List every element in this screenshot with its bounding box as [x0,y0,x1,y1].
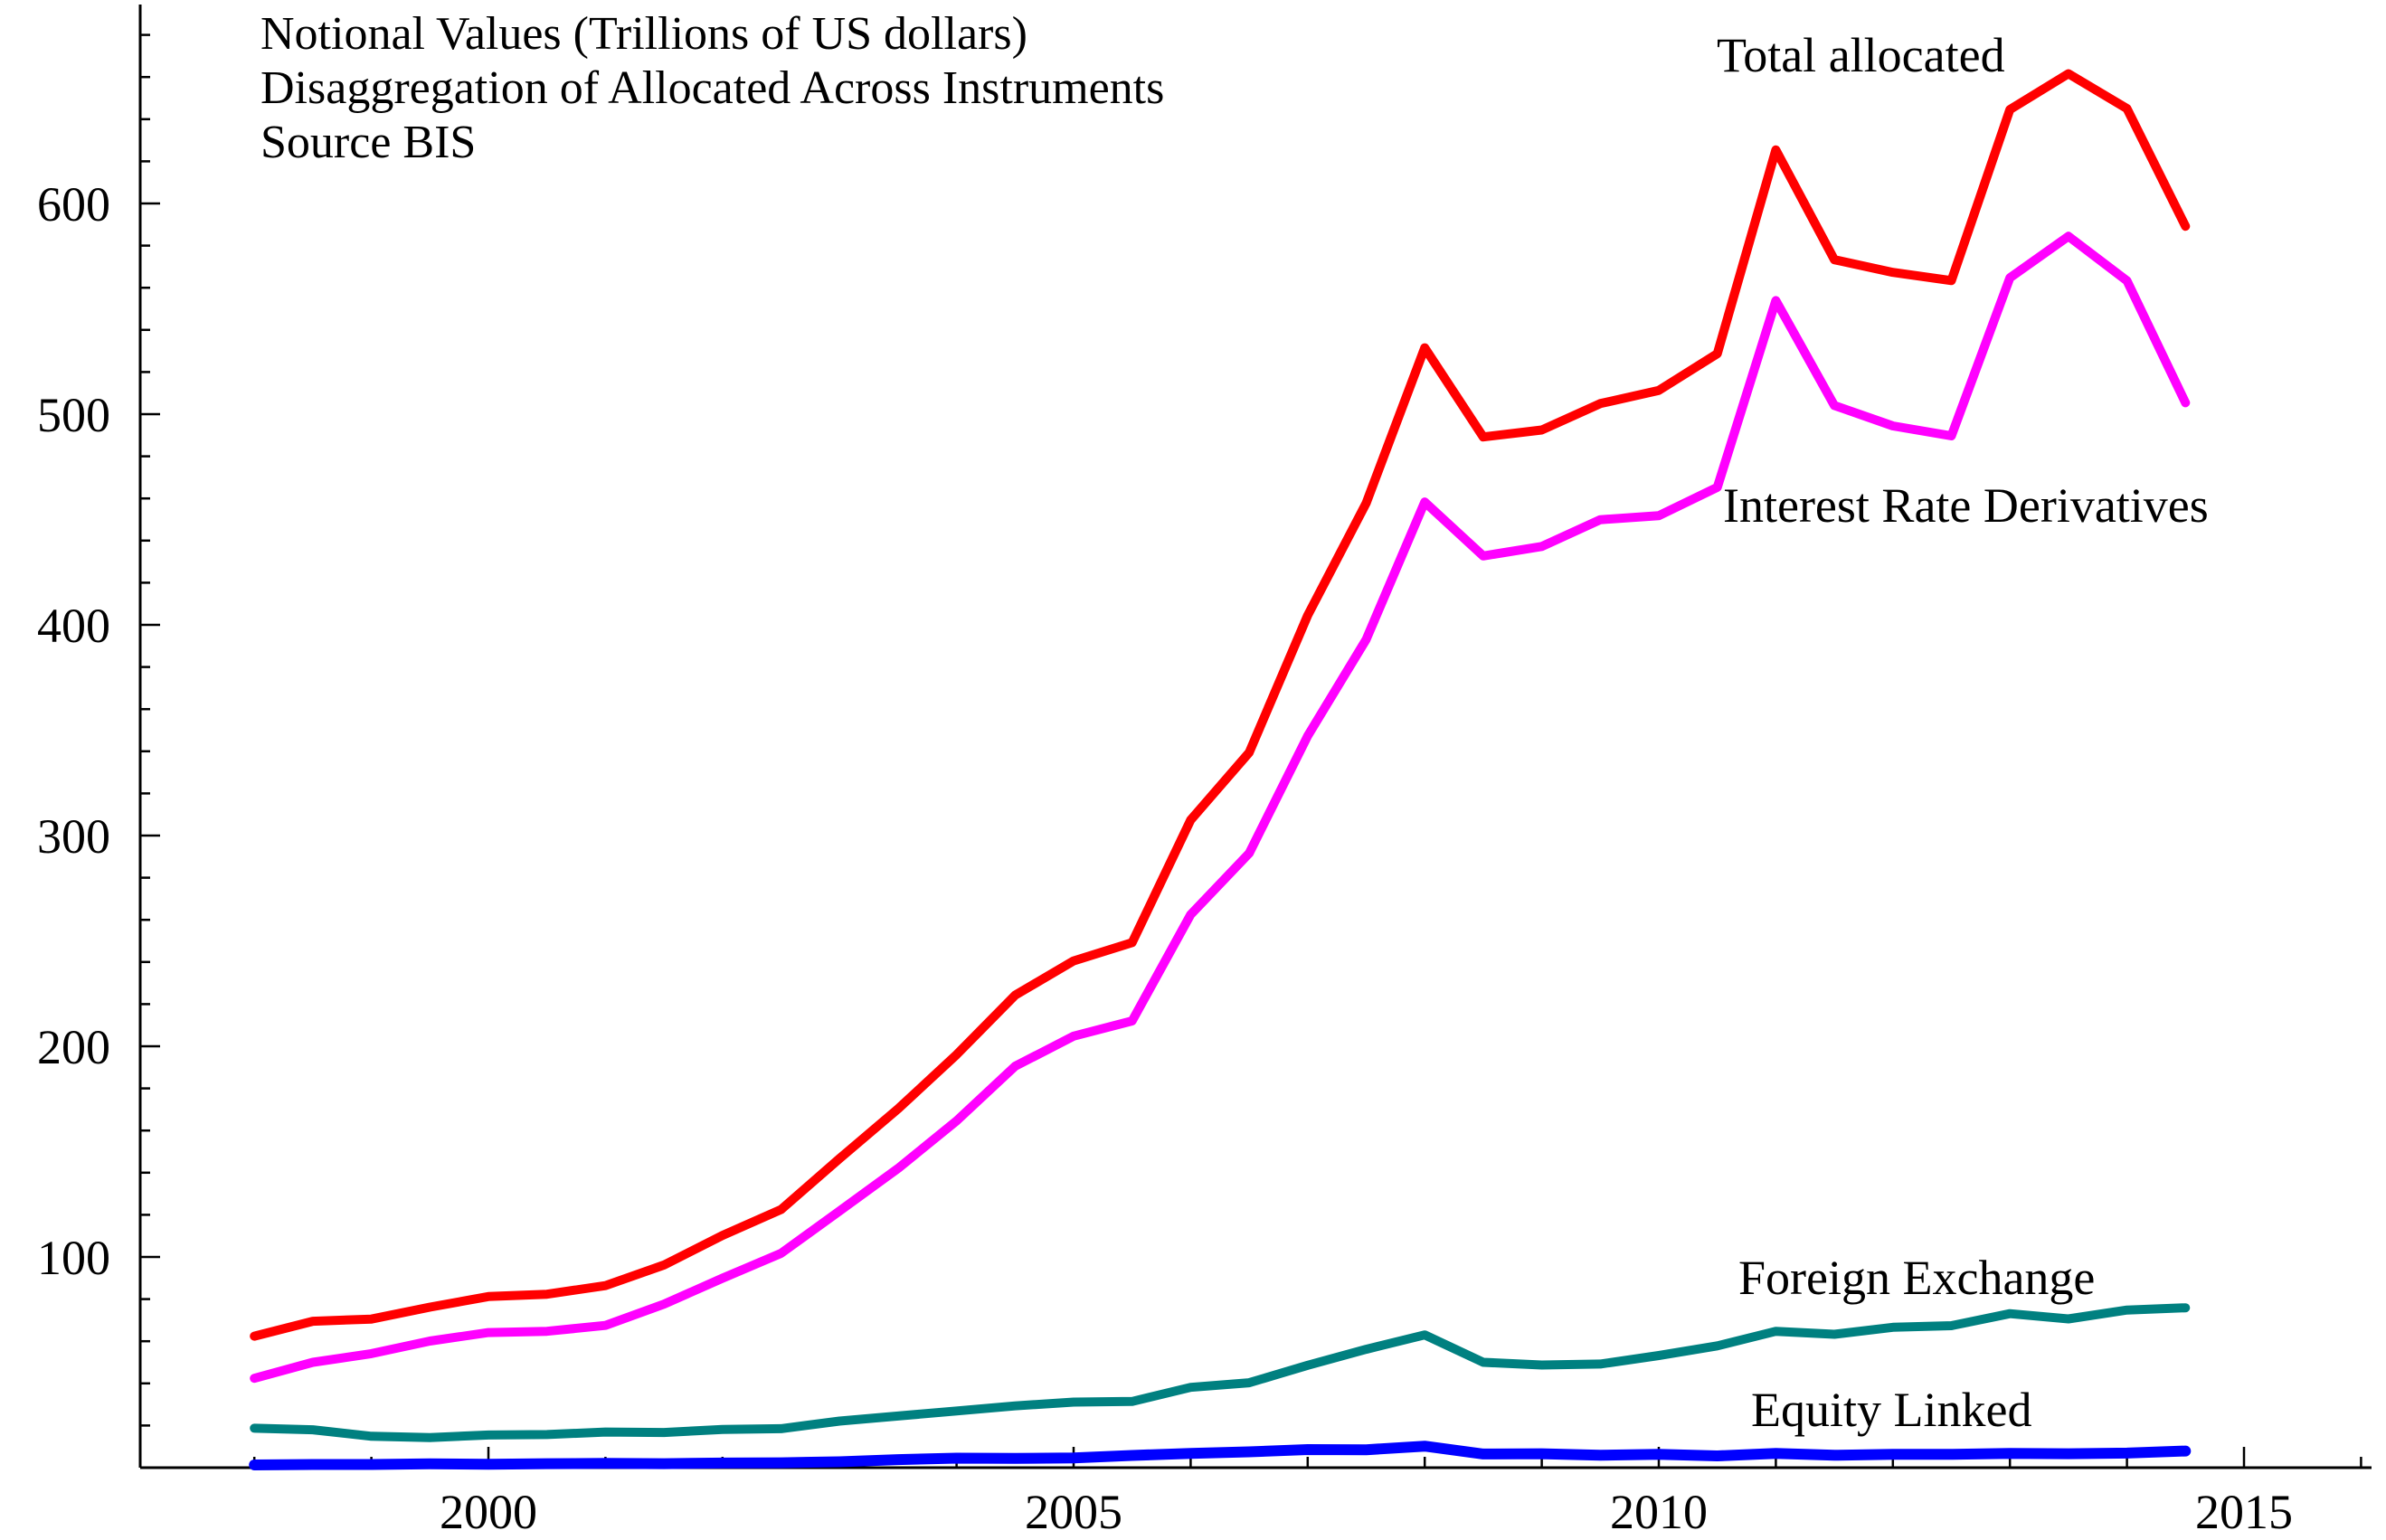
chart-title-line3: Source BIS [260,117,477,168]
axis-tick-label: 300 [37,809,110,864]
axis-tick-label: 500 [37,388,110,442]
series-line-foreign-exchange [250,1303,2191,1442]
chart-title: Notional Values (Trillions of US dollars… [260,7,1164,170]
axis-tick-label: 2015 [2195,1485,2293,1539]
axis-tick-label: 2000 [440,1485,537,1539]
axis-tick-label: 2005 [1025,1485,1122,1539]
chart-title-line1: Notional Values (Trillions of US dollars… [260,8,1027,60]
series-line-equity-linked [249,1441,2192,1470]
series-label-total-allocated: Total allocated [1717,28,2005,82]
axis-tick-label: 600 [37,177,110,231]
series-label-foreign-exchange: Foreign Exchange [1738,1251,2096,1305]
axis-tick-label: 2010 [1610,1485,1708,1539]
axis-tick-label: 400 [37,599,110,653]
series-line-total-allocated [250,69,2191,1341]
series-label-interest-rate-derivatives: Interest Rate Derivatives [1723,478,2209,533]
series-line-interest-rate-derivatives [250,231,2191,1384]
axis-tick-label: 200 [37,1020,110,1074]
chart-title-line2: Disaggregation of Allocated Across Instr… [260,62,1165,114]
series-label-equity-linked: Equity Linked [1751,1383,2032,1437]
axis-tick-label: 100 [37,1231,110,1285]
